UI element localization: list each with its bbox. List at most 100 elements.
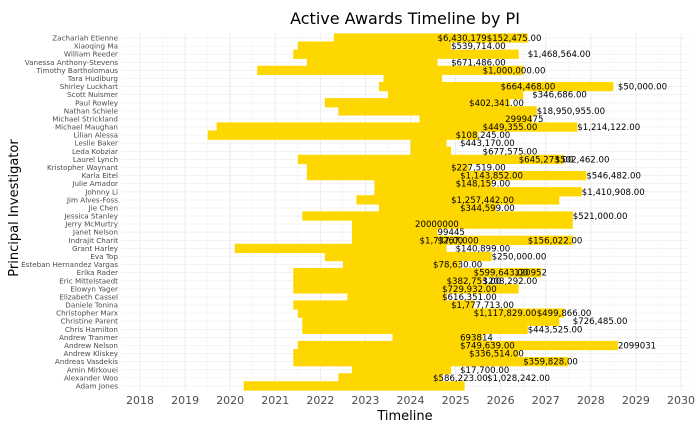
y-tick-label: Christopher Marx	[56, 309, 119, 318]
timeline-bar	[302, 316, 560, 326]
y-tick-label: Chris Hamilton	[65, 325, 118, 334]
data-label: $1,410,908.00	[582, 188, 645, 198]
x-tick-label: 2020	[216, 394, 244, 407]
timeline-bar	[351, 219, 573, 229]
y-tick-label: Eric Mittelstaedt	[59, 276, 118, 285]
timeline-bar	[306, 170, 587, 181]
timeline-bar	[378, 203, 497, 213]
y-tick-label: Leda Kobziar	[72, 147, 118, 156]
timeline-bar	[302, 211, 573, 221]
data-label: $499,866.00	[537, 309, 592, 319]
data-label: $18,950,955.00	[537, 107, 605, 117]
timeline-bar	[374, 179, 492, 189]
timeline-bar	[207, 130, 479, 140]
data-label: $156,022.00	[528, 236, 583, 246]
data-label: $729,932.00	[442, 285, 497, 295]
data-label: $1,028,242.00	[487, 374, 550, 384]
data-label: 2099031	[618, 342, 656, 352]
y-tick-label: Julie Amador	[71, 179, 118, 188]
y-tick-label: Michael Maughan	[55, 123, 118, 132]
x-tick-label: 2027	[532, 394, 560, 407]
y-tick-label: Timothy Bartholomaus	[35, 66, 118, 75]
timeline-bar	[378, 81, 614, 92]
x-tick-label: 2029	[622, 394, 650, 407]
y-tick-label: Adam Jones	[76, 381, 119, 390]
data-label: $443,525.00	[528, 325, 583, 335]
timeline-bar	[297, 154, 564, 165]
data-label: $616,351.00	[442, 293, 497, 303]
timeline-bar	[324, 251, 492, 262]
timeline-bar	[387, 90, 524, 100]
x-tick-label: 2026	[487, 394, 515, 407]
y-tick-label: Grant Harley	[72, 244, 119, 253]
y-axis-title: Principal Investigator	[7, 139, 22, 277]
y-tick-label: Jie Chen	[88, 203, 118, 212]
y-tick-label: Scott Nuismer	[67, 90, 118, 99]
y-tick-label: Indrajit Charit	[69, 236, 119, 245]
timeline-bar	[351, 227, 438, 237]
data-label: $267,000	[438, 236, 479, 246]
timeline-bar	[293, 49, 519, 59]
y-tick-label: Janet Nelson	[72, 228, 118, 237]
data-label: $250,000.00	[492, 253, 547, 263]
data-label: $1,117,829.00	[474, 309, 537, 319]
data-label: $1,777,713.00	[451, 301, 514, 311]
x-tick-label: 2018	[126, 394, 154, 407]
y-tick-label: Amin Mirkouei	[67, 365, 118, 374]
data-label: $6,430,179$152,475.00	[438, 34, 542, 44]
data-label: $677,575.00	[483, 147, 538, 157]
data-label: $382,753.00	[447, 277, 502, 287]
data-label: $664,468.00	[501, 83, 556, 93]
data-label: $1,143,852.00	[460, 172, 523, 182]
data-label: $449,355.00	[483, 123, 538, 133]
y-tick-label: Jessica Stanley	[63, 212, 118, 221]
y-tick-label: Elizabeth Cassel	[59, 292, 118, 301]
timeline-bar	[351, 365, 452, 375]
data-label: $586,223.00	[433, 374, 488, 384]
y-tick-label: Zachariah Etienne	[52, 34, 118, 43]
timeline-bar	[333, 33, 528, 43]
x-tick-label: 2024	[397, 394, 425, 407]
timeline-bar	[297, 340, 618, 351]
y-tick-label: Andreas Vasdekis	[55, 357, 118, 366]
x-tick-label: 2021	[261, 394, 289, 407]
y-tick-label: Laurel Lynch	[73, 155, 118, 164]
x-tick-label: 2019	[171, 394, 199, 407]
y-tick-label: Vanessa Anthony-Stevens	[25, 58, 118, 67]
data-label: $78,630.00	[433, 261, 482, 271]
y-tick-label: Esteban Hernandez Vargas	[21, 260, 118, 269]
data-label: $336,514.00	[469, 350, 524, 360]
timeline-bar	[293, 276, 483, 286]
data-label: $140,899.00	[456, 244, 511, 254]
timeline-bar	[342, 259, 461, 270]
timeline-bar	[324, 98, 510, 108]
y-tick-label: Leslie Baker	[75, 139, 118, 148]
data-label: $599,643.00	[474, 269, 529, 279]
data-label: $108,245.00	[456, 131, 511, 141]
x-axis-title: Timeline	[376, 409, 432, 424]
data-label: $227,519.00	[451, 164, 506, 174]
y-tick-label: Johnny Li	[84, 187, 118, 196]
y-tick-label: Eva Top	[90, 252, 118, 261]
y-tick-label: Shirley Luckhart	[60, 82, 118, 91]
data-label: $645,273.00	[519, 155, 574, 165]
data-label: 99445	[438, 228, 465, 238]
data-label: $208,292.00	[483, 277, 538, 287]
y-tick-label: Jim Alves-Foss	[66, 195, 118, 204]
timeline-bar	[392, 332, 483, 343]
data-label: $546,482.00	[586, 172, 641, 182]
y-tick-label: Erika Rader	[77, 268, 118, 277]
timeline-bar	[293, 268, 542, 278]
data-label: $521,000.00	[573, 212, 628, 222]
timeline-bar	[293, 348, 519, 359]
data-label: 2999475	[505, 115, 543, 125]
y-tick-label: Xiaoqing Ma	[74, 42, 118, 51]
y-tick-label: Lilian Alessa	[74, 131, 118, 140]
timeline-bar	[410, 138, 447, 148]
data-label: $502,462.00	[555, 155, 610, 165]
timeline-bar	[356, 195, 560, 205]
y-tick-label: Daniele Tonina	[65, 301, 118, 310]
y-tick-label: Christine Parent	[61, 317, 119, 326]
